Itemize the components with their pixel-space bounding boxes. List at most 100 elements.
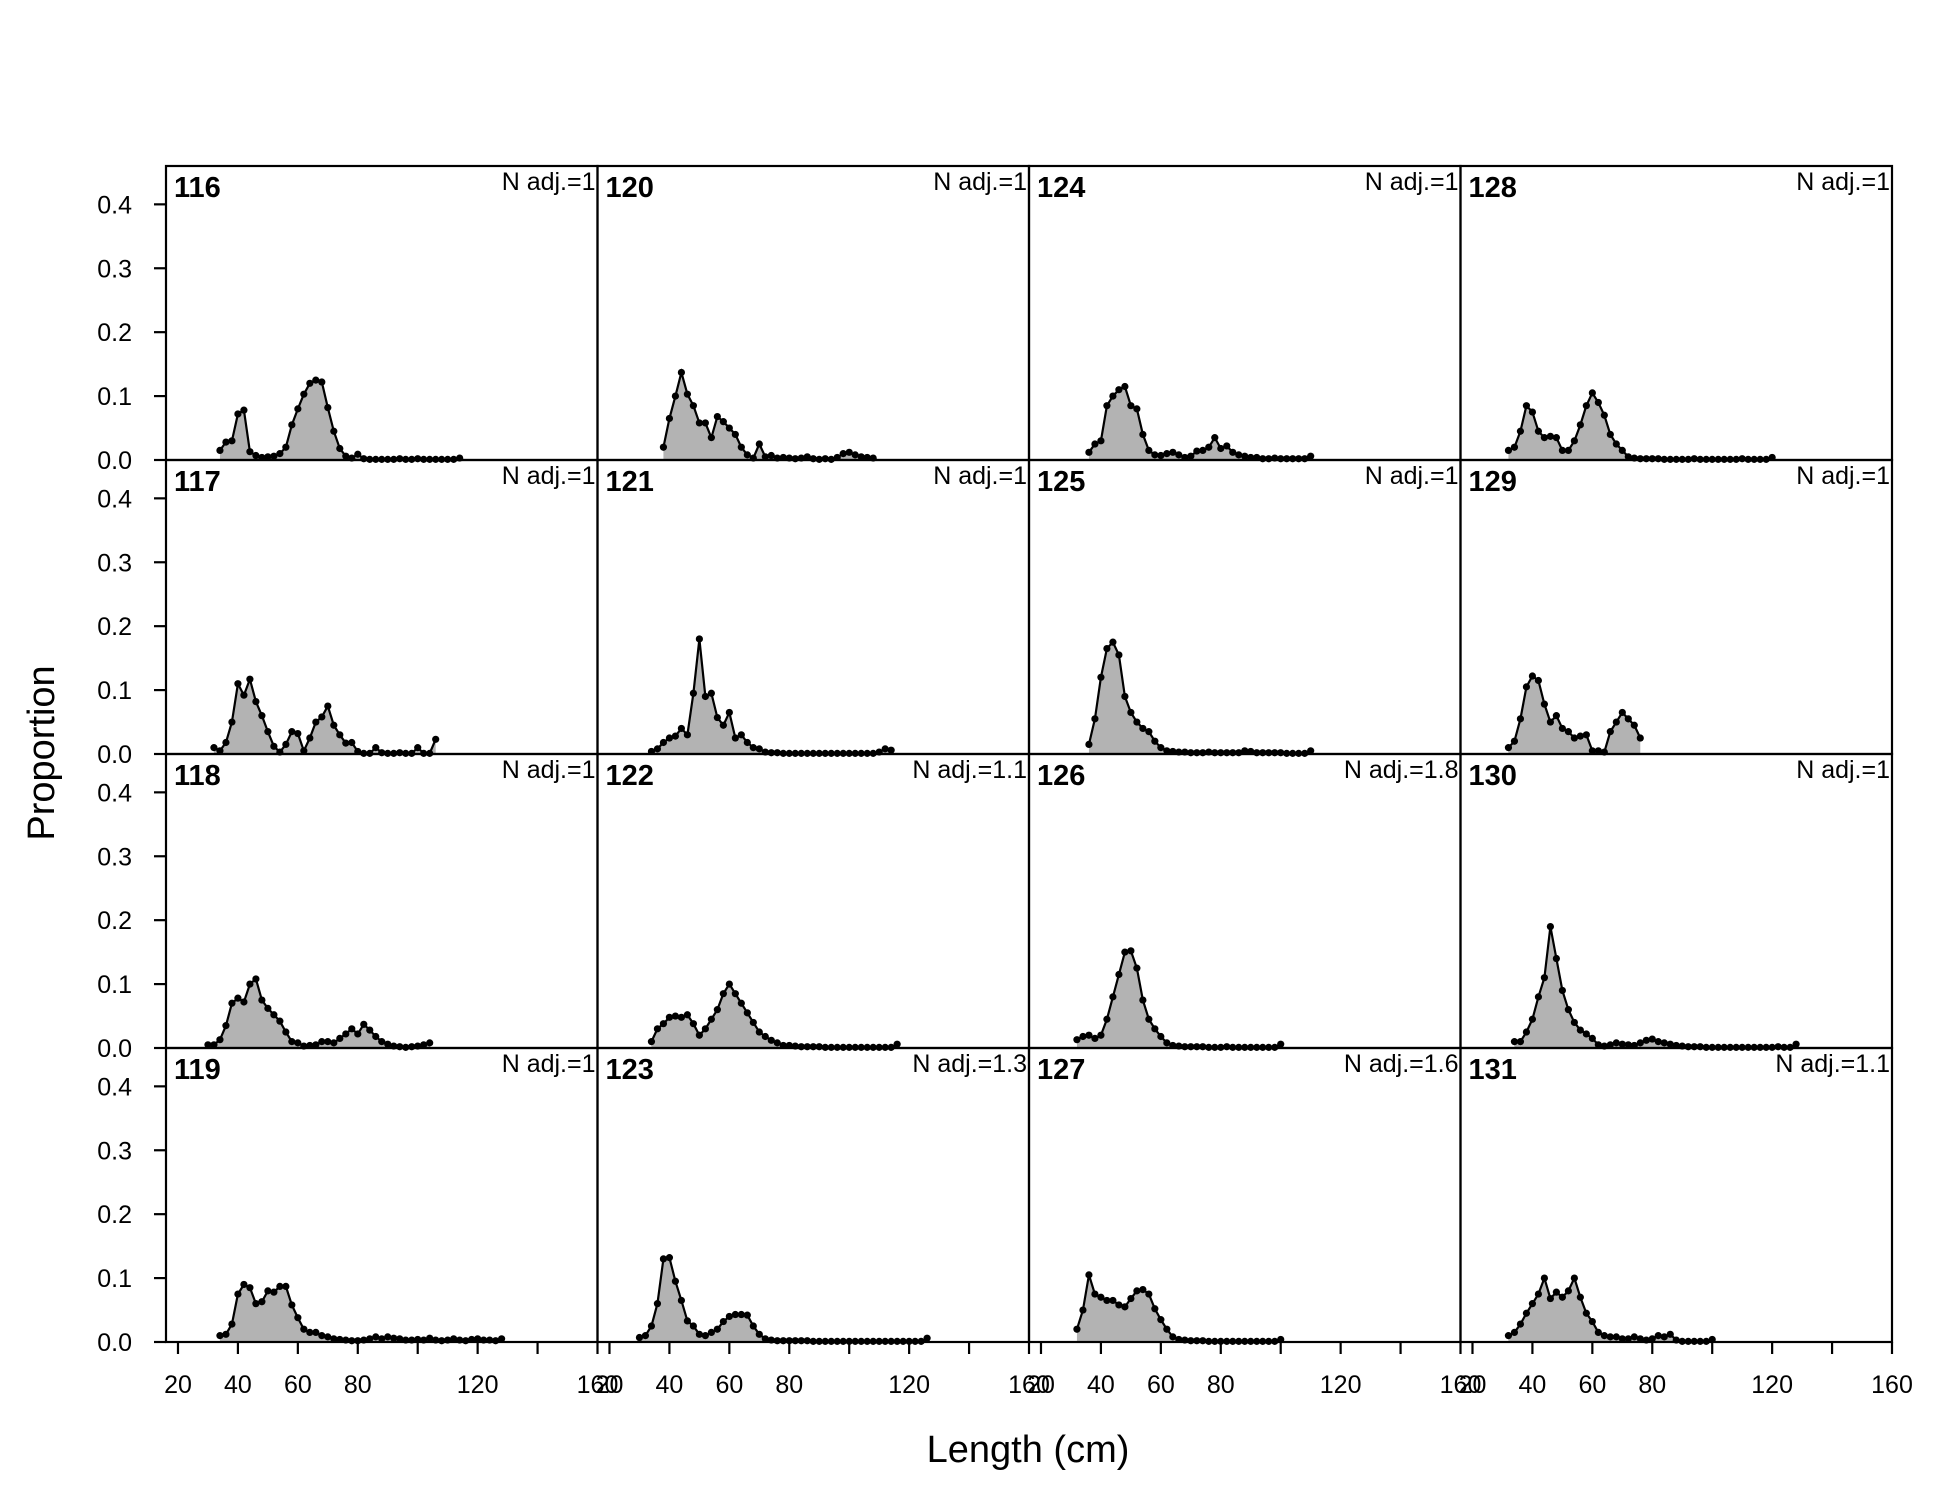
panel-frame [164,1046,599,1344]
data-point [719,418,727,426]
data-point [1097,437,1105,445]
data-point [1163,450,1171,458]
data-point [749,1018,757,1027]
data-point [1582,731,1590,739]
data-point [264,453,272,461]
data-point [1534,427,1543,435]
data-point [1139,430,1147,439]
x-tick-label: 120 [457,1371,499,1399]
data-point [1504,744,1513,752]
data-point [354,1030,362,1038]
data-point [659,1255,668,1263]
data-point [647,1038,656,1046]
data-point [1594,1041,1602,1049]
data-point [737,1310,745,1319]
data-point [767,1036,775,1044]
data-point [336,444,344,453]
x-tick-label: 120 [1751,1371,1793,1399]
data-point [1157,1316,1165,1324]
data-point [749,744,757,752]
data-point [1109,993,1117,1001]
panel-119: 119 N adj.=1 [164,1046,599,1345]
data-point [725,424,733,432]
data-point [228,999,236,1007]
data-point [1660,1333,1668,1341]
panel-label: 127 [1037,1054,1085,1086]
data-point [1630,1333,1638,1341]
data-point [1109,392,1117,400]
data-point [1079,1306,1087,1314]
data-point [252,975,260,983]
data-point [1570,1018,1578,1027]
data-point [743,1009,751,1017]
data-point [677,1013,686,1021]
data-point [1792,1040,1800,1048]
data-point [294,405,302,413]
data-point [1558,986,1566,995]
data-point [713,713,721,722]
y-axis-label: Proportion [21,665,63,840]
data-point [330,721,338,729]
y-tick-label: 0.4 [97,485,132,513]
y-tick-label: 0.2 [97,907,132,935]
data-point [1139,724,1147,733]
data-point [713,1006,721,1014]
data-point [1606,430,1614,439]
data-point [324,1038,332,1046]
data-point [1600,1332,1608,1340]
y-tick-label: 0.1 [97,1265,132,1293]
data-point [1636,734,1644,742]
data-point [701,1025,709,1033]
data-point [1307,747,1315,755]
data-point [426,1334,434,1342]
y-tick-label: 0.3 [97,255,132,283]
data-point [1073,1036,1081,1044]
data-point [372,1333,380,1341]
data-point [372,744,380,752]
data-point [246,980,254,988]
panel-frame [1459,1046,1894,1344]
data-point [695,635,703,643]
data-point [1540,434,1548,442]
data-point [258,1298,266,1306]
data-point [1151,737,1159,745]
n-adj-label: N adj.=1.8 [1344,756,1459,784]
data-point [1121,382,1129,391]
data-point [222,1330,230,1338]
panel-frame [1027,164,1462,462]
data-point [1606,728,1614,736]
data-point [1516,1320,1525,1328]
data-point [1217,444,1225,453]
data-point [216,446,224,455]
data-point [222,738,230,747]
data-point [264,1287,272,1295]
data-point [288,421,296,429]
data-point [677,724,686,733]
data-point [653,745,662,753]
data-point [689,402,697,410]
data-point [713,1325,721,1333]
data-point [689,689,697,697]
data-point [1127,947,1135,955]
data-point [665,1013,674,1021]
panel-label: 118 [174,760,221,792]
data-point [701,692,709,701]
data-point [462,1337,470,1345]
data-point [330,427,338,435]
data-point [695,1031,703,1039]
data-point [707,1015,715,1023]
data-point [743,738,751,747]
data-point [498,1335,506,1343]
data-point [1612,718,1620,726]
n-adj-label: N adj.=1.1 [1775,1050,1890,1078]
data-point [1157,451,1165,460]
data-point [1624,1041,1632,1049]
x-tick-label: 60 [1147,1371,1175,1399]
data-point [306,1328,314,1337]
data-point [432,735,440,743]
panel-117: 117 N adj.=1 [164,458,599,757]
data-point [1618,1040,1626,1048]
y-tick-label: 0.0 [97,447,132,475]
data-point [1582,1309,1590,1317]
data-point [1540,700,1548,708]
